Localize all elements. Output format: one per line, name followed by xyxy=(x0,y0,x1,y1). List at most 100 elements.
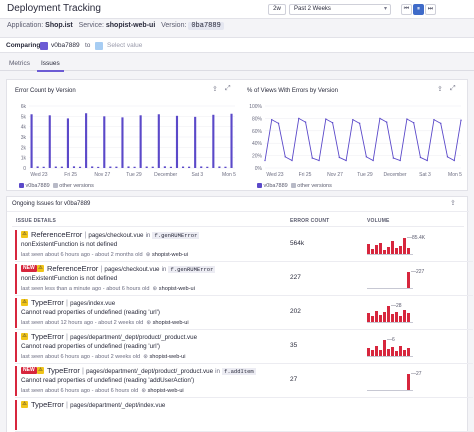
views-errors-point xyxy=(304,121,307,123)
col-issue-details: ISSUE DETAILS xyxy=(16,218,57,224)
error-count-bar xyxy=(163,166,166,168)
error-count-bar xyxy=(206,166,209,168)
views-errors-line xyxy=(264,117,462,162)
x-tick-label: Sat 3 xyxy=(191,172,203,178)
x-tick-label: Fri 25 xyxy=(64,172,77,178)
new-badge: NEW xyxy=(21,265,37,272)
step-back-icon[interactable]: ⏮ xyxy=(401,4,412,15)
service-chip: shopist-web-ui xyxy=(152,320,189,326)
bug-icon: ⚠ xyxy=(37,265,44,272)
separator: | xyxy=(66,298,68,307)
last-seen-text: last seen about 6 hours ago - about 2 mo… xyxy=(21,252,143,258)
share-icon[interactable]: ⇪ xyxy=(450,200,456,207)
error-type: TypeError xyxy=(31,332,64,341)
share-icon[interactable]: ⇪ xyxy=(437,86,443,93)
col-volume: VOLUME xyxy=(367,218,390,224)
volume-bar xyxy=(383,250,386,254)
volume-bar xyxy=(379,314,382,322)
last-seen: last seen about 6 hours ago - about 2 mo… xyxy=(21,252,188,258)
issue-header: TypeError | pages/department/_dept/produ… xyxy=(31,332,197,341)
time-range-short[interactable]: 2w xyxy=(268,4,286,15)
pause-icon[interactable]: ⏸ xyxy=(413,4,424,15)
service-chip: shopist-web-ui xyxy=(151,252,189,258)
x-tick-label: Tue 29 xyxy=(126,172,142,178)
deployment-meta: Application: Shop.ist Service: shopist-w… xyxy=(7,22,224,34)
service-name: shopist-web-ui xyxy=(105,22,156,29)
volume-bar xyxy=(371,350,374,356)
volume-bar xyxy=(375,310,378,322)
views-errors-point xyxy=(385,121,388,123)
service-icon: ⊛ xyxy=(152,286,158,292)
volume-bar xyxy=(387,246,390,254)
issue-row[interactable]: ⚠ TypeError | pages/department/_dept/pro… xyxy=(15,330,473,364)
volume-bar xyxy=(367,313,370,322)
error-count-bar xyxy=(66,118,69,168)
tab-issues[interactable]: Issues xyxy=(37,60,64,72)
compare-bar: Comparing v0ba7889 to Select value xyxy=(0,37,474,53)
issue-row[interactable]: NEW ⚠ TypeError | pages/department/_dept/… xyxy=(15,364,473,398)
views-errors-point xyxy=(406,118,408,120)
error-count-bar xyxy=(230,113,233,168)
expand-icon[interactable]: ⤢ xyxy=(450,85,456,92)
volume-peak-label: —28 xyxy=(391,303,402,309)
error-file: pages/department/_dept/product/_product.… xyxy=(86,368,214,375)
version-chip: 0ba7889 xyxy=(188,22,224,30)
error-count-bar xyxy=(218,166,221,168)
volume-bar xyxy=(375,346,378,356)
tab-metrics[interactable]: Metrics xyxy=(9,60,30,67)
bug-icon: ⚠ xyxy=(21,333,28,340)
volume-bar xyxy=(395,248,398,254)
time-range-select[interactable]: Past 2 Weeks ▾ xyxy=(289,4,391,15)
service-icon: ⊛ xyxy=(145,252,151,258)
x-tick-label: Mon 5 xyxy=(448,172,462,178)
views-errors-point xyxy=(318,159,320,162)
legend-swatch-version xyxy=(257,183,262,189)
volume-bar xyxy=(383,312,386,322)
issue-row[interactable]: ⚠ ReferenceError | pages/checkout.vue in… xyxy=(15,228,473,262)
severity-bar xyxy=(15,400,17,430)
service-chip: shopist-web-ui xyxy=(158,286,195,292)
views-errors-point xyxy=(440,122,442,125)
error-count: 27 xyxy=(290,376,298,383)
severity-bar xyxy=(15,298,17,328)
error-count-bar xyxy=(109,166,112,168)
views-errors-point xyxy=(298,117,300,120)
from-version-value[interactable]: v0ba7889 xyxy=(51,42,80,49)
expand-icon[interactable]: ⤢ xyxy=(225,85,231,92)
issue-row[interactable]: ⚠ TypeError | pages/department/_dept/ind… xyxy=(15,398,473,432)
views-errors-point xyxy=(358,122,361,125)
issue-row[interactable]: ⚠ TypeError | pages/index.vue Cannot rea… xyxy=(15,296,473,330)
step-forward-icon[interactable]: ⏭ xyxy=(425,4,436,15)
share-icon[interactable]: ⇪ xyxy=(212,86,218,93)
y-tick-label: 0 xyxy=(23,166,26,172)
service-icon: ⊛ xyxy=(143,354,148,360)
error-count-bar xyxy=(169,166,172,168)
error-count-bar xyxy=(121,117,124,168)
volume-bar xyxy=(391,347,394,356)
x-tick-label: Nov 27 xyxy=(327,172,343,178)
error-count-bar xyxy=(151,166,154,168)
x-tick-label: December xyxy=(154,172,177,178)
volume-baseline xyxy=(367,322,413,323)
chevron-down-icon: ▾ xyxy=(383,6,387,12)
severity-bar xyxy=(15,332,17,362)
views-errors-point xyxy=(433,118,435,121)
separator: | xyxy=(66,332,68,341)
error-count-bar xyxy=(139,115,142,168)
issue-row[interactable]: NEW ⚠ ReferenceError | pages/checkout.vue… xyxy=(15,262,473,296)
separator: | xyxy=(100,264,103,273)
y-tick-label: 1k xyxy=(21,156,27,162)
separator: | xyxy=(84,230,87,239)
error-count: 564k xyxy=(290,240,305,247)
x-tick-label: December xyxy=(383,172,406,178)
views-errors-point xyxy=(419,156,422,159)
to-label: to xyxy=(85,42,91,49)
x-tick-label: Wed 23 xyxy=(266,172,283,178)
error-count-bar xyxy=(91,166,94,168)
error-type: TypeError xyxy=(47,366,80,375)
legend-version: v0ba7889 xyxy=(25,183,50,189)
time-range-label: Past 2 Weeks xyxy=(294,6,331,12)
to-version-select[interactable]: Select value xyxy=(107,42,143,49)
volume-peak-label: —85.4K xyxy=(407,235,426,241)
error-count-bar xyxy=(85,113,88,168)
